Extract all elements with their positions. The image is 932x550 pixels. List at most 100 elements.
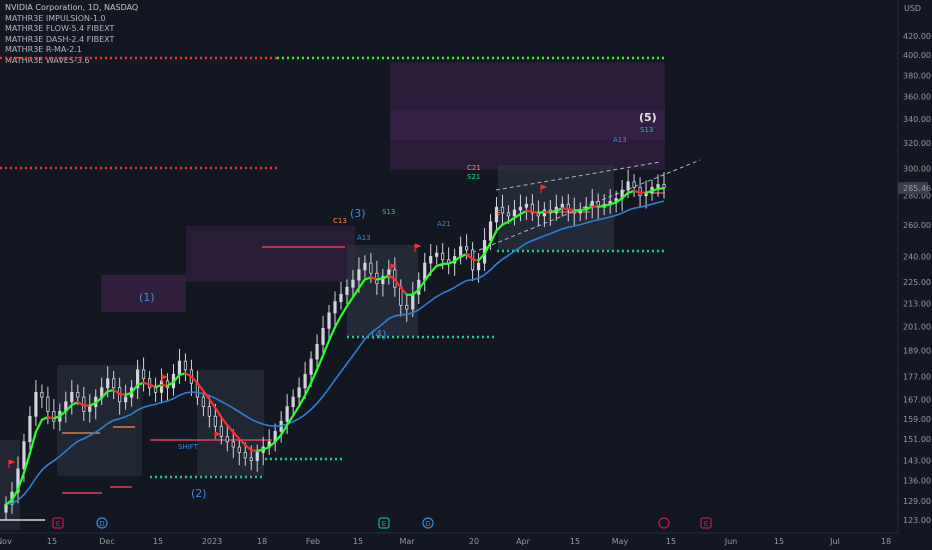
candle-body xyxy=(4,503,8,513)
fast-ma-segment xyxy=(417,279,426,291)
candle-body xyxy=(237,446,241,453)
y-tick-label: 380.00 xyxy=(903,71,931,80)
symbol-title: NVIDIA Corporation, 1D, NASDAQ xyxy=(5,3,139,12)
candle-body xyxy=(28,415,32,443)
fast-ma-segment xyxy=(208,398,217,410)
candle-body xyxy=(40,391,44,398)
candle-body xyxy=(255,451,259,461)
fast-ma-segment xyxy=(4,499,14,506)
fast-ma-segment xyxy=(280,424,289,436)
candle-body xyxy=(626,181,630,191)
fast-ma-segment xyxy=(16,471,26,491)
candle-body xyxy=(135,369,140,389)
event-marker-label: E xyxy=(704,520,708,528)
fast-ma-segment xyxy=(184,372,193,378)
candle-body xyxy=(22,441,26,470)
lightning-icon xyxy=(658,517,670,529)
fast-ma-segment xyxy=(423,271,432,282)
flag-icon xyxy=(390,263,398,272)
fast-ma-segment xyxy=(232,431,241,441)
fast-ma-segment xyxy=(327,326,337,342)
fast-ma-segment xyxy=(220,416,229,427)
signal-label: S13 xyxy=(640,126,653,134)
flag-icon xyxy=(414,243,422,252)
x-tick-label: 2023 xyxy=(202,537,222,546)
candle-body xyxy=(363,262,367,271)
flag-icon xyxy=(540,184,548,193)
candle-body xyxy=(369,262,373,274)
x-tick-label: 15 xyxy=(47,537,57,546)
fast-ma-segment xyxy=(519,209,528,216)
y-tick-label: 240.00 xyxy=(903,252,931,261)
candle-body xyxy=(662,184,666,188)
candle-body xyxy=(213,415,217,427)
event-marker-label: D xyxy=(425,520,430,528)
candle-body xyxy=(423,262,427,281)
fast-ma-segment xyxy=(303,381,313,397)
fast-ma-segment xyxy=(88,401,97,407)
flag-icon xyxy=(8,459,16,468)
x-tick-label: 15 xyxy=(570,537,580,546)
candle-body xyxy=(76,391,80,398)
candle-body xyxy=(429,256,433,264)
candle-body xyxy=(381,276,385,285)
fast-ma-segment xyxy=(465,253,474,261)
fast-ma-segment xyxy=(393,278,402,289)
chart-legend: NVIDIA Corporation, 1D, NASDAQ MATHR3E I… xyxy=(5,3,138,67)
event-marker-label: E xyxy=(56,520,60,528)
candle-body xyxy=(207,406,211,417)
y-tick-label: 360.00 xyxy=(903,93,931,102)
target-zone xyxy=(390,62,665,170)
fast-ma-segment xyxy=(34,418,43,433)
fast-ma-segment xyxy=(286,414,295,427)
fast-ma-segment xyxy=(166,380,175,388)
y-tick-label: 225.00 xyxy=(903,278,931,287)
candle-body xyxy=(309,358,313,375)
candle-body xyxy=(351,279,355,288)
fast-ma-segment xyxy=(495,223,504,232)
indicator-label[interactable]: MATHR3E DASH-2.4 FIBEXT xyxy=(5,34,115,44)
fast-ma-segment xyxy=(321,339,331,357)
fast-ma-segment xyxy=(351,286,361,299)
fast-ma-segment xyxy=(298,394,307,408)
candle-body xyxy=(411,293,415,310)
y-tick-label: 420.00 xyxy=(903,32,931,41)
fast-ma-segment xyxy=(64,403,73,413)
fast-ma-segment xyxy=(130,383,139,394)
fast-ma-segment xyxy=(190,375,199,385)
wave-label: (3) xyxy=(350,207,366,220)
indicator-label[interactable]: MATHR3E IMPULSION-1.0 xyxy=(5,13,106,23)
indicator-label[interactable]: MATHR3E WAVES-3.6 xyxy=(5,55,90,65)
y-tick-label: 159.00 xyxy=(903,415,931,424)
y-tick-label: 300.00 xyxy=(903,164,931,173)
indicator-label[interactable]: MATHR3E FLOW-5.4 FIBEXT xyxy=(5,24,115,34)
event-marker-icon xyxy=(700,517,712,529)
candle-body xyxy=(488,221,493,241)
wave-label: (1) xyxy=(139,291,155,304)
fast-ma-segment xyxy=(513,213,522,219)
signal-label: C21 xyxy=(467,164,481,172)
candle-body xyxy=(124,396,128,403)
fast-ma-segment xyxy=(274,433,283,443)
candle-body xyxy=(177,360,182,375)
trendline xyxy=(439,159,701,267)
candle-body xyxy=(530,203,535,214)
signal-label: A13 xyxy=(357,234,371,242)
event-marker-icon xyxy=(422,517,434,529)
fast-ma-segment xyxy=(315,354,325,371)
indicator-label[interactable]: MATHR3E R-MA-2.1 xyxy=(5,45,82,55)
candle-body xyxy=(52,410,56,422)
fast-ma-segment xyxy=(196,382,205,392)
fast-ma-segment xyxy=(10,488,20,502)
fast-ma-segment xyxy=(214,406,223,419)
candle-body xyxy=(441,252,445,261)
price-axis xyxy=(898,0,932,550)
last-price-tag xyxy=(898,182,928,195)
candle-body xyxy=(560,203,564,208)
x-tick-label: 15 xyxy=(153,537,163,546)
y-tick-label: 400.00 xyxy=(903,51,931,60)
target-zone xyxy=(390,110,665,140)
y-tick-label: 340.00 xyxy=(903,115,931,124)
candle-body xyxy=(327,312,331,329)
